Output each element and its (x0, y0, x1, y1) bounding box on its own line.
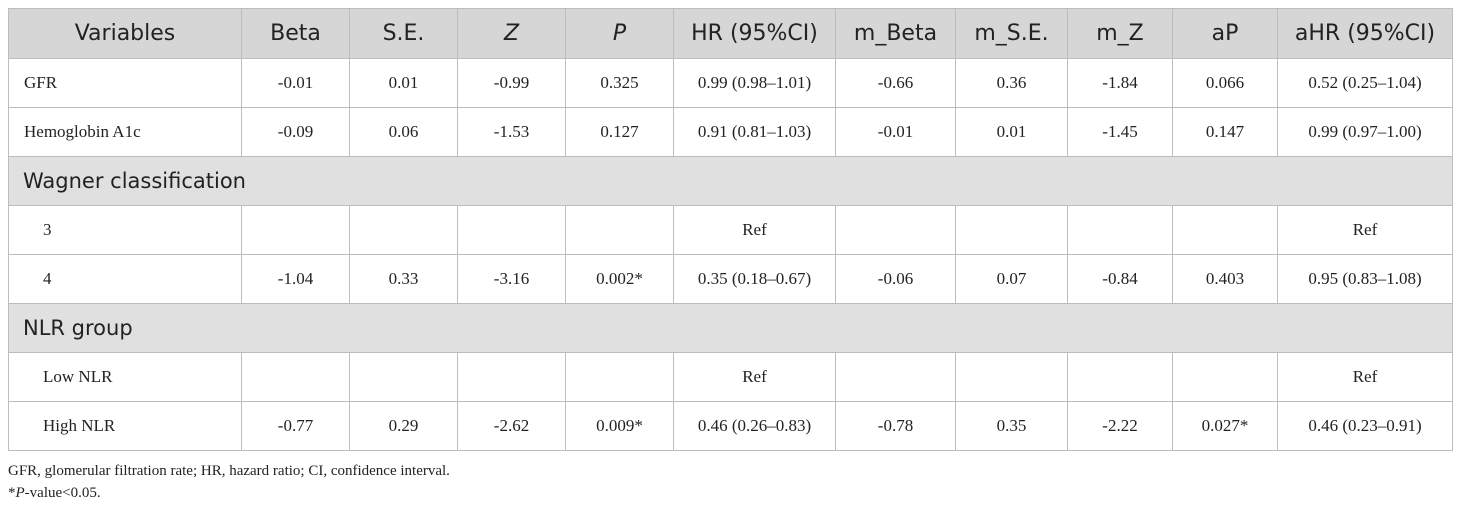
section-label: Wagner classification (8, 156, 1453, 206)
table-cell: 0.002* (565, 254, 674, 304)
header-row: Variables Beta S.E. Z P HR (95%CI) m_Bet… (8, 8, 1453, 59)
table-footnotes: GFR, glomerular filtration rate; HR, haz… (8, 460, 1452, 504)
row-label: High NLR (8, 401, 242, 451)
table-row-wagner-3: 3 Ref Ref (8, 205, 1453, 255)
table-cell (835, 205, 956, 255)
row-label: Low NLR (8, 352, 242, 402)
col-header-ahr: aHR (95%CI) (1277, 8, 1453, 59)
table-cell: 0.33 (349, 254, 458, 304)
table-cell: -0.09 (241, 107, 350, 157)
col-header-m-z: m_Z (1067, 8, 1173, 59)
table-cell (1067, 352, 1173, 402)
table-cell: 0.147 (1172, 107, 1278, 157)
table-cell: 0.07 (955, 254, 1068, 304)
table-cell (565, 352, 674, 402)
section-row-wagner: Wagner classification (8, 156, 1453, 206)
table-cell (955, 205, 1068, 255)
table-cell: Ref (1277, 352, 1453, 402)
table-cell: 0.46 (0.23–0.91) (1277, 401, 1453, 451)
footnote-p: P (15, 485, 25, 501)
footnote-abbreviations: GFR, glomerular filtration rate; HR, haz… (8, 463, 450, 479)
table-cell: 0.35 (0.18–0.67) (673, 254, 836, 304)
table-cell: -0.84 (1067, 254, 1173, 304)
table-cell: -2.62 (457, 401, 566, 451)
table-cell: 0.36 (955, 58, 1068, 108)
table-cell (1172, 205, 1278, 255)
col-header-se: S.E. (349, 8, 458, 59)
table-cell: -0.66 (835, 58, 956, 108)
table-row-low-nlr: Low NLR Ref Ref (8, 352, 1453, 402)
col-header-m-beta: m_Beta (835, 8, 956, 59)
table-cell: 0.027* (1172, 401, 1278, 451)
table-cell: 0.01 (349, 58, 458, 108)
table-cell: -1.53 (457, 107, 566, 157)
table-cell: -1.04 (241, 254, 350, 304)
table-cell: 0.95 (0.83–1.08) (1277, 254, 1453, 304)
footnote-p-rest: -value<0.05. (24, 485, 101, 501)
table-cell: 0.06 (349, 107, 458, 157)
row-label: 3 (8, 205, 242, 255)
col-header-hr: HR (95%CI) (673, 8, 836, 59)
table-cell (835, 352, 956, 402)
table-cell: 0.403 (1172, 254, 1278, 304)
table-cell: -0.78 (835, 401, 956, 451)
footnote-star: * (8, 485, 16, 501)
table-cell: -0.77 (241, 401, 350, 451)
col-header-beta: Beta (241, 8, 350, 59)
section-label: NLR group (8, 303, 1453, 353)
col-header-variables: Variables (8, 8, 242, 59)
table-row-hba1c: Hemoglobin A1c -0.09 0.06 -1.53 0.127 0.… (8, 107, 1453, 157)
table-cell (565, 205, 674, 255)
table-cell (457, 205, 566, 255)
table-cell: -1.84 (1067, 58, 1173, 108)
table-cell: 0.91 (0.81–1.03) (673, 107, 836, 157)
table-row-gfr: GFR -0.01 0.01 -0.99 0.325 0.99 (0.98–1.… (8, 58, 1453, 108)
table-cell (457, 352, 566, 402)
table-cell: 0.46 (0.26–0.83) (673, 401, 836, 451)
table-cell (241, 352, 350, 402)
col-header-z: Z (457, 8, 566, 59)
row-label: 4 (8, 254, 242, 304)
table-row-wagner-4: 4 -1.04 0.33 -3.16 0.002* 0.35 (0.18–0.6… (8, 254, 1453, 304)
table-cell: -0.01 (835, 107, 956, 157)
table-cell: 0.066 (1172, 58, 1278, 108)
table-cell (241, 205, 350, 255)
col-header-m-se: m_S.E. (955, 8, 1068, 59)
regression-table: Variables Beta S.E. Z P HR (95%CI) m_Bet… (8, 8, 1453, 451)
table-cell: 0.52 (0.25–1.04) (1277, 58, 1453, 108)
table-cell: Ref (673, 205, 836, 255)
table-cell: Ref (673, 352, 836, 402)
table-container: Variables Beta S.E. Z P HR (95%CI) m_Bet… (8, 8, 1453, 504)
col-header-ap: aP (1172, 8, 1278, 59)
table-cell: 0.127 (565, 107, 674, 157)
footnote-significance: *P-value<0.05. (8, 482, 1452, 504)
table-cell: 0.99 (0.97–1.00) (1277, 107, 1453, 157)
table-row-high-nlr: High NLR -0.77 0.29 -2.62 0.009* 0.46 (0… (8, 401, 1453, 451)
table-cell: 0.35 (955, 401, 1068, 451)
section-row-nlr: NLR group (8, 303, 1453, 353)
table-cell: -2.22 (1067, 401, 1173, 451)
table-cell: 0.29 (349, 401, 458, 451)
table-cell (1172, 352, 1278, 402)
table-cell: 0.01 (955, 107, 1068, 157)
table-cell (955, 352, 1068, 402)
table-cell: -3.16 (457, 254, 566, 304)
table-cell (349, 205, 458, 255)
table-cell (349, 352, 458, 402)
col-header-p: P (565, 8, 674, 59)
table-cell: 0.99 (0.98–1.01) (673, 58, 836, 108)
row-label: GFR (8, 58, 242, 108)
table-cell: 0.325 (565, 58, 674, 108)
table-cell: -0.01 (241, 58, 350, 108)
table-cell (1067, 205, 1173, 255)
row-label: Hemoglobin A1c (8, 107, 242, 157)
table-cell: -1.45 (1067, 107, 1173, 157)
table-cell: -0.06 (835, 254, 956, 304)
table-cell: 0.009* (565, 401, 674, 451)
table-cell: -0.99 (457, 58, 566, 108)
table-cell: Ref (1277, 205, 1453, 255)
